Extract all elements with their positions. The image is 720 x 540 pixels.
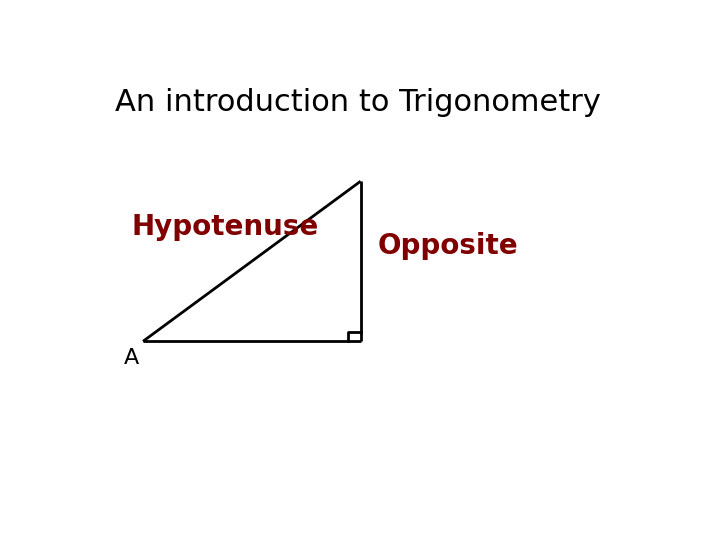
Text: Opposite: Opposite — [377, 232, 518, 260]
Text: A: A — [125, 348, 140, 368]
Text: Hypotenuse: Hypotenuse — [132, 213, 319, 241]
Text: An introduction to Trigonometry: An introduction to Trigonometry — [115, 87, 600, 117]
